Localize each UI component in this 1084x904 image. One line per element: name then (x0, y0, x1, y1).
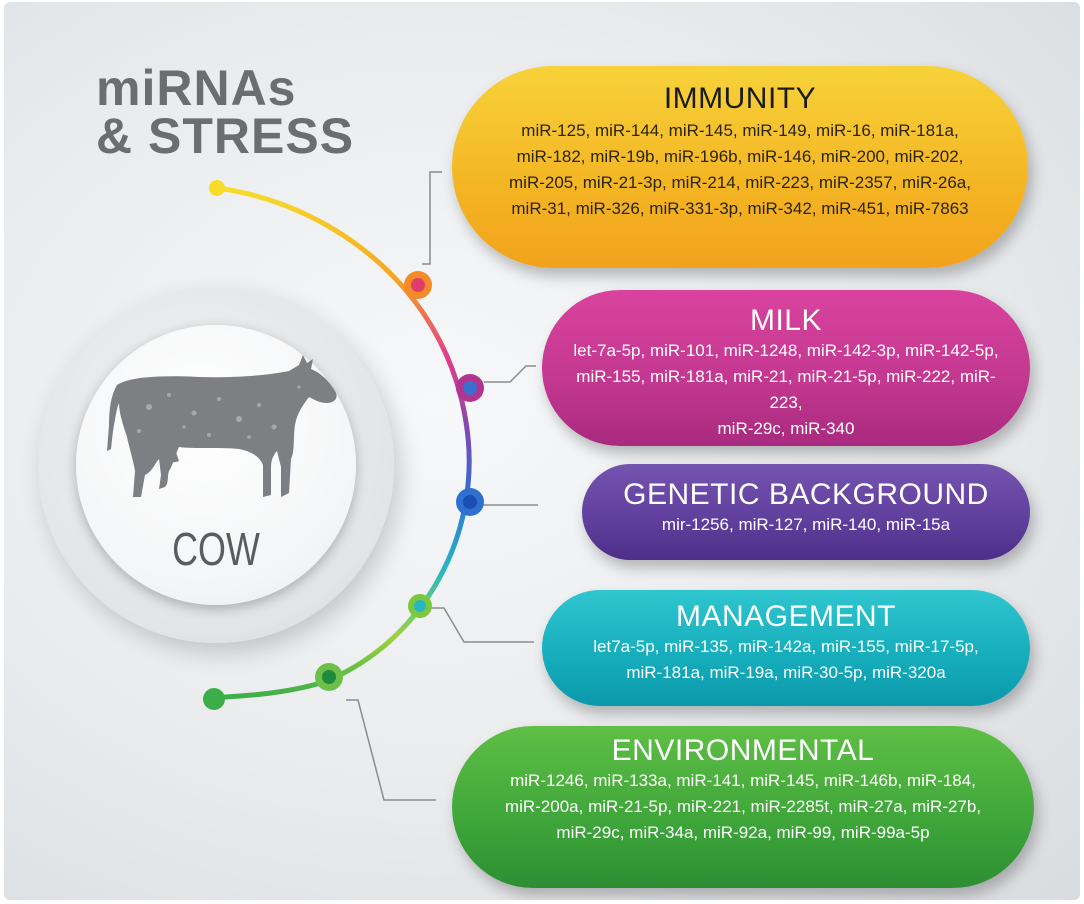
title-line-1: miRNAs (96, 60, 297, 116)
node-milk (456, 374, 484, 402)
immunity-heading: IMMUNITY (663, 82, 817, 115)
management-line: miR-181a, miR-19a, miR-30-5p, miR-320a (626, 663, 946, 682)
environmental-mirna-list: miR-1246, miR-133a, miR-141, miR-145, mi… (452, 768, 1034, 846)
management-mirna-list: let7a-5p, miR-135, miR-142a, miR-155, mi… (542, 634, 1030, 686)
title-line-2: & STRESS (96, 108, 355, 164)
category-management: MANAGEMENT let7a-5p, miR-135, miR-142a, … (542, 590, 1030, 706)
node-management (408, 594, 432, 618)
infographic-frame: miRNAs & STRESS COW (4, 2, 1080, 900)
milk-mirna-list: let-7a-5p, miR-101, miR-1248, miR-142-3p… (542, 338, 1030, 442)
node-immunity (404, 271, 432, 299)
arc-start-dot (209, 180, 225, 196)
center-label: COW (172, 523, 260, 575)
environmental-heading: ENVIRONMENTAL (611, 734, 875, 767)
category-milk: MILK let-7a-5p, miR-101, miR-1248, miR-1… (542, 290, 1030, 446)
milk-line: miR-155, miR-181a, miR-21, miR-21-5p, mi… (576, 367, 996, 412)
timeline-arc (203, 171, 538, 801)
genetic-heading: GENETIC BACKGROUND (623, 478, 989, 511)
cow-icon (107, 355, 337, 497)
environmental-line: miR-1246, miR-133a, miR-141, miR-145, mi… (510, 771, 976, 790)
connector-management (424, 607, 534, 643)
arc-end-dot (203, 688, 225, 710)
environmental-line: miR-200a, miR-21-5p, miR-221, miR-2285t,… (504, 797, 982, 816)
immunity-line: miR-182, miR-19b, miR-196b, miR-146, miR… (516, 147, 964, 166)
category-environmental: ENVIRONMENTAL miR-1246, miR-133a, miR-14… (452, 726, 1034, 888)
connector-milk (484, 365, 536, 383)
genetic-line: mir-1256, miR-127, miR-140, miR-15a (661, 515, 951, 534)
management-line: let7a-5p, miR-135, miR-142a, miR-155, mi… (593, 637, 979, 656)
environmental-line: miR-29c, miR-34a, miR-92a, miR-99, miR-9… (556, 823, 930, 842)
node-environmental (315, 663, 343, 691)
connector-environmental (346, 699, 436, 801)
page-title: miRNAs & STRESS (96, 60, 355, 164)
category-immunity: IMMUNITY miR-125, miR-144, miR-145, miR-… (452, 66, 1028, 268)
connector-immunity (422, 171, 442, 265)
immunity-line: miR-125, miR-144, miR-145, miR-149, miR-… (521, 121, 959, 140)
milk-line: miR-29c, miR-340 (717, 419, 855, 438)
immunity-line: miR-205, miR-21-3p, miR-214, miR-223, mi… (509, 173, 971, 192)
node-genetic (456, 488, 484, 516)
milk-heading: MILK (749, 304, 823, 337)
milk-line: let-7a-5p, miR-101, miR-1248, miR-142-3p… (573, 341, 999, 360)
genetic-mirna-list: mir-1256, miR-127, miR-140, miR-15a (582, 512, 1030, 538)
immunity-line: miR-31, miR-326, miR-331-3p, miR-342, mi… (511, 199, 969, 218)
category-genetic-background: GENETIC BACKGROUND mir-1256, miR-127, mi… (582, 464, 1030, 560)
immunity-mirna-list: miR-125, miR-144, miR-145, miR-149, miR-… (452, 116, 1028, 222)
management-heading: MANAGEMENT (675, 600, 896, 633)
